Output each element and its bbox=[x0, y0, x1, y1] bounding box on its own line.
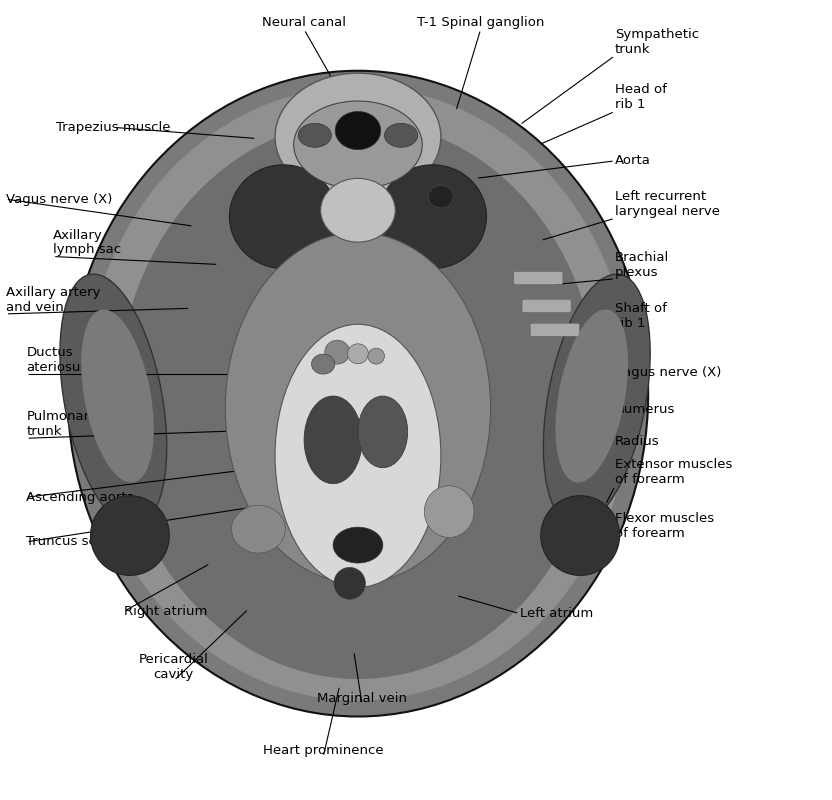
Ellipse shape bbox=[60, 274, 166, 526]
Text: Vagus nerve (X): Vagus nerve (X) bbox=[615, 366, 721, 378]
Ellipse shape bbox=[275, 324, 441, 587]
Text: Extensor muscles
of forearm: Extensor muscles of forearm bbox=[615, 458, 732, 486]
Text: Brachial
plexus: Brachial plexus bbox=[615, 251, 669, 279]
FancyBboxPatch shape bbox=[522, 299, 571, 312]
Text: Neural canal: Neural canal bbox=[262, 16, 346, 30]
Ellipse shape bbox=[298, 123, 331, 147]
Text: Sympathetic
trunk: Sympathetic trunk bbox=[615, 27, 699, 56]
Text: T-1 Spinal ganglion: T-1 Spinal ganglion bbox=[417, 16, 544, 30]
Text: Aorta: Aorta bbox=[615, 154, 651, 167]
Ellipse shape bbox=[84, 86, 631, 701]
Text: Vagus nerve (X): Vagus nerve (X) bbox=[6, 193, 112, 206]
Text: Marginal vein: Marginal vein bbox=[317, 691, 407, 705]
Ellipse shape bbox=[67, 70, 648, 717]
Text: Truncus septum: Truncus septum bbox=[27, 535, 132, 549]
Text: Right atrium: Right atrium bbox=[124, 605, 207, 618]
Ellipse shape bbox=[335, 111, 381, 150]
Text: Shaft of
rib 1: Shaft of rib 1 bbox=[615, 302, 667, 330]
Ellipse shape bbox=[541, 496, 620, 575]
Ellipse shape bbox=[358, 396, 408, 468]
Text: Flexor muscles
of forearm: Flexor muscles of forearm bbox=[615, 511, 714, 539]
Ellipse shape bbox=[91, 496, 169, 575]
Ellipse shape bbox=[333, 527, 383, 563]
Ellipse shape bbox=[368, 348, 384, 364]
Ellipse shape bbox=[82, 310, 154, 482]
Ellipse shape bbox=[556, 310, 628, 482]
Ellipse shape bbox=[294, 101, 422, 189]
Text: Pericardial
cavity: Pericardial cavity bbox=[139, 653, 209, 681]
Text: Pulmonary
trunk: Pulmonary trunk bbox=[27, 410, 97, 438]
Text: Trapezius muscle: Trapezius muscle bbox=[56, 121, 171, 134]
Text: Humerus: Humerus bbox=[615, 403, 676, 416]
Text: Left atrium: Left atrium bbox=[520, 607, 593, 620]
Text: Radius: Radius bbox=[615, 435, 660, 448]
Ellipse shape bbox=[320, 178, 395, 242]
Text: Axillary
lymph sac: Axillary lymph sac bbox=[52, 229, 121, 257]
Ellipse shape bbox=[324, 340, 349, 364]
Ellipse shape bbox=[311, 354, 334, 374]
Ellipse shape bbox=[230, 165, 337, 269]
Ellipse shape bbox=[275, 73, 441, 201]
FancyBboxPatch shape bbox=[531, 323, 579, 336]
Ellipse shape bbox=[231, 506, 285, 553]
Ellipse shape bbox=[428, 186, 453, 208]
Text: Left recurrent
laryngeal nerve: Left recurrent laryngeal nerve bbox=[615, 190, 720, 218]
Ellipse shape bbox=[304, 396, 362, 484]
Ellipse shape bbox=[424, 486, 474, 538]
Text: Ductus
ateriosus: Ductus ateriosus bbox=[27, 346, 87, 374]
Ellipse shape bbox=[117, 121, 598, 679]
Text: Head of
rib 1: Head of rib 1 bbox=[615, 83, 667, 111]
FancyBboxPatch shape bbox=[514, 272, 562, 285]
Ellipse shape bbox=[225, 233, 491, 583]
Ellipse shape bbox=[543, 274, 650, 526]
Text: Heart prominence: Heart prominence bbox=[263, 744, 384, 757]
Ellipse shape bbox=[379, 165, 487, 269]
Text: Ascending aorta: Ascending aorta bbox=[27, 490, 135, 504]
Ellipse shape bbox=[348, 344, 369, 364]
Ellipse shape bbox=[384, 123, 418, 147]
Ellipse shape bbox=[334, 567, 365, 599]
Text: Axillary artery
and vein: Axillary artery and vein bbox=[6, 286, 100, 314]
